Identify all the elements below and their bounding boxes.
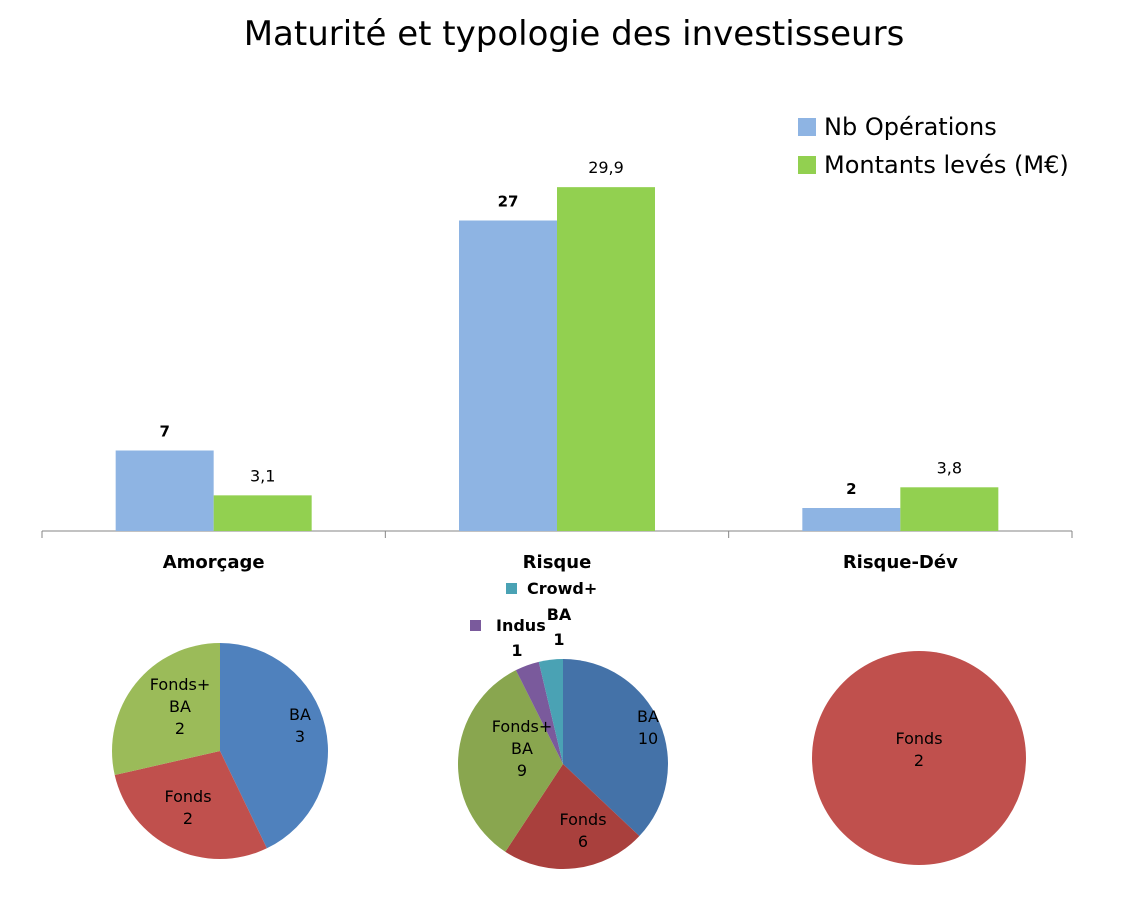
x-tick-label-amor-age: Amorçage bbox=[163, 552, 265, 573]
legend-swatch-montants-leves bbox=[798, 156, 816, 174]
pie-label-risque-crowd-ba: 1 bbox=[553, 630, 564, 649]
chart-title: Maturité et typologie des investisseurs bbox=[243, 14, 905, 54]
legend-label-montants-leves: Montants levés (M€) bbox=[824, 151, 1069, 179]
bar-nb-op-rations-amor-age bbox=[115, 450, 214, 531]
legend-item-montants-leves: Montants levés (M€) bbox=[798, 146, 1069, 184]
pie-label-risque-fonds-ba: 9 bbox=[517, 761, 527, 780]
pie-slice-amor-age-fonds bbox=[114, 751, 267, 860]
legend-swatch-nb-operations bbox=[798, 118, 816, 136]
legend-item-nb-operations: Nb Opérations bbox=[798, 108, 1069, 146]
chart-legend: Nb Opérations Montants levés (M€) bbox=[798, 108, 1069, 184]
pie-label-risque-fonds-ba: Fonds+ bbox=[492, 717, 552, 736]
pie-label-amor-age-fonds-ba: BA bbox=[169, 697, 191, 716]
data-label-montants-lev-s-m-risque-d-v: 3,8 bbox=[937, 458, 962, 477]
bar-nb-op-rations-risque bbox=[459, 220, 557, 531]
pie-label-risque-fonds: 6 bbox=[578, 832, 588, 851]
pie-label-amor-age-ba: BA bbox=[289, 705, 311, 724]
x-tick-label-risque: Risque bbox=[523, 552, 592, 573]
bar-montants-lev-s-m-risque-d-v bbox=[900, 487, 999, 531]
pie-label-risque-indus: Indus bbox=[496, 616, 546, 635]
data-label-montants-lev-s-m-amor-age: 3,1 bbox=[250, 466, 275, 485]
pie-label-risque-crowd-ba: Crowd+ bbox=[527, 579, 597, 598]
pie-label-amor-age-fonds-ba: 2 bbox=[175, 719, 185, 738]
data-label-montants-lev-s-m-risque: 29,9 bbox=[588, 158, 624, 177]
pie-label-risque-ba: BA bbox=[637, 707, 659, 726]
pie-label-risque-fonds-ba: BA bbox=[511, 739, 533, 758]
pie-label-risque-fonds: Fonds bbox=[559, 810, 606, 829]
pie-slice-amor-age-fonds-ba bbox=[112, 643, 220, 776]
pie-label-risque-d-v-fonds: 2 bbox=[914, 751, 924, 770]
legend-label-nb-operations: Nb Opérations bbox=[824, 113, 997, 141]
bar-montants-lev-s-m-risque bbox=[557, 187, 655, 531]
pie-slice-risque-ba bbox=[563, 659, 669, 837]
pie-slice-risque-crowd-ba bbox=[538, 659, 563, 764]
pie-label-risque-d-v-fonds: Fonds bbox=[895, 729, 942, 748]
pie-label-risque-crowd-ba: BA bbox=[547, 605, 572, 624]
pie-slice-risque-d-v-fonds bbox=[812, 651, 1026, 865]
pie-label-amor-age-fonds: Fonds bbox=[164, 787, 211, 806]
pie-label-marker-risque-indus bbox=[470, 620, 481, 631]
bar-montants-lev-s-m-amor-age bbox=[213, 495, 312, 531]
pie-slice-risque-fonds-ba bbox=[458, 670, 563, 852]
pie-label-risque-ba: 10 bbox=[638, 729, 658, 748]
pie-slice-amor-age-ba bbox=[220, 643, 328, 849]
data-label-nb-op-rations-risque: 27 bbox=[498, 193, 519, 211]
data-label-nb-op-rations-risque-d-v: 2 bbox=[846, 480, 856, 498]
pie-slice-risque-indus bbox=[515, 661, 563, 764]
pie-label-amor-age-ba: 3 bbox=[295, 727, 305, 746]
pie-slice-risque-fonds bbox=[505, 764, 640, 870]
data-label-nb-op-rations-amor-age: 7 bbox=[159, 423, 169, 441]
x-tick-label-risque-d-v: Risque-Dév bbox=[843, 552, 958, 573]
bar-nb-op-rations-risque-d-v bbox=[802, 508, 901, 531]
pie-label-amor-age-fonds: 2 bbox=[183, 809, 193, 828]
pie-label-risque-indus: 1 bbox=[511, 641, 522, 660]
pie-label-amor-age-fonds-ba: Fonds+ bbox=[150, 675, 210, 694]
pie-label-marker-risque-crowd-ba bbox=[506, 583, 517, 594]
